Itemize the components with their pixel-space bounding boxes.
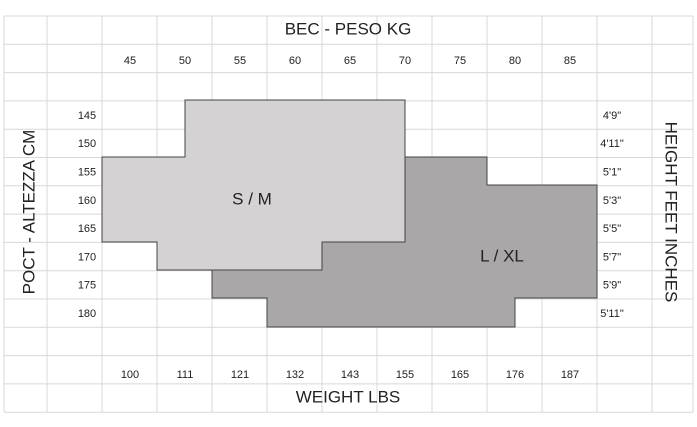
kg-label: 65 — [344, 55, 356, 67]
left-label: POCT - ALTEZZA CM — [19, 130, 38, 295]
feet-label: 4'9" — [603, 110, 621, 122]
feet-label: 5'7" — [603, 251, 621, 263]
feet-label: 4'11" — [600, 138, 624, 150]
kg-label: 55 — [234, 55, 246, 67]
lbs-label: 132 — [286, 369, 304, 381]
lbs-label: 100 — [121, 369, 139, 381]
lbs-label: 165 — [451, 369, 469, 381]
kg-label: 60 — [289, 55, 301, 67]
lbs-label: 111 — [177, 369, 194, 381]
feet-label: 5'1" — [603, 167, 621, 179]
cm-label: 170 — [78, 251, 96, 263]
cm-label: 160 — [78, 195, 96, 207]
size-sm-label: S / M — [232, 189, 272, 208]
size-lxl-area — [211, 156, 598, 328]
lbs-label: 121 — [231, 369, 249, 381]
kg-label: 50 — [179, 55, 191, 67]
cm-label: 155 — [78, 167, 96, 179]
size-lxl-label: L / XL — [480, 246, 524, 265]
cm-label: 180 — [78, 308, 96, 320]
kg-label: 70 — [399, 55, 411, 67]
kg-label: 85 — [564, 55, 576, 67]
lbs-label: 187 — [561, 369, 579, 381]
feet-label: 5'11" — [600, 308, 624, 320]
cm-label: 150 — [78, 138, 96, 150]
cm-label: 165 — [78, 223, 96, 235]
kg-label: 45 — [124, 55, 136, 67]
cm-label: 145 — [78, 110, 96, 122]
lbs-label: 155 — [396, 369, 414, 381]
right-label: HEIGHT FEET INCHES — [662, 122, 681, 303]
footer-label: WEIGHT LBS — [296, 387, 401, 406]
kg-label: 80 — [509, 55, 521, 67]
feet-label: 5'5" — [603, 223, 621, 235]
lbs-label: 176 — [506, 369, 524, 381]
kg-label: 75 — [454, 55, 466, 67]
feet-label: 5'9" — [603, 280, 621, 292]
cm-label: 175 — [78, 280, 96, 292]
title: BEC - PESO KG — [285, 19, 412, 38]
feet-label: 5'3" — [603, 195, 621, 207]
lbs-label: 143 — [341, 369, 359, 381]
